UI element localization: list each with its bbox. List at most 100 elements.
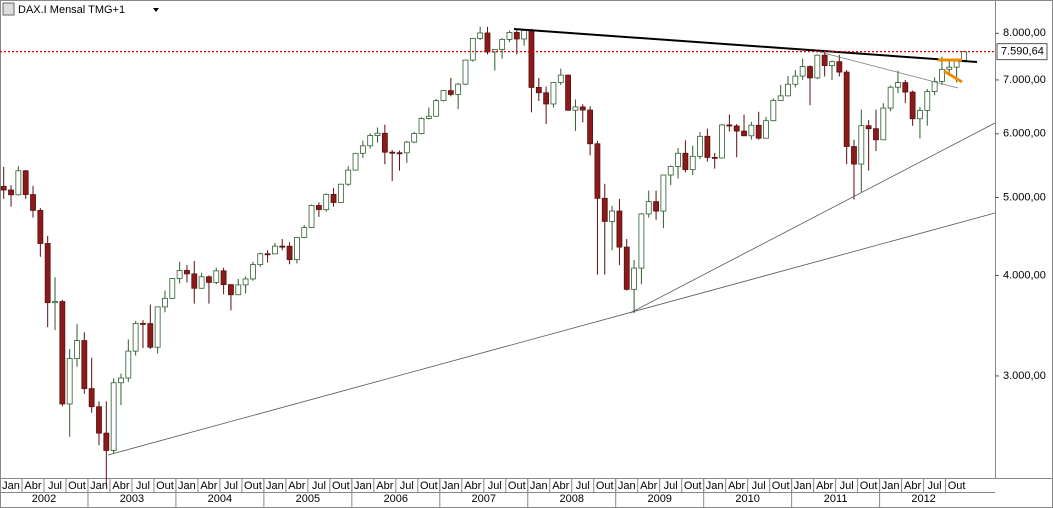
year-label: 2003 xyxy=(120,493,144,505)
candle-body xyxy=(477,32,484,39)
candle-body xyxy=(528,29,535,88)
x-tick-label: Jan xyxy=(706,480,724,492)
candle-body xyxy=(162,297,168,308)
candle-body xyxy=(623,246,630,290)
candle-body xyxy=(308,205,315,229)
x-tick-label: Jul xyxy=(224,480,238,492)
candle-body xyxy=(293,237,300,261)
candle-body xyxy=(799,66,806,77)
last-value-label: 7.590,64 xyxy=(1001,46,1044,58)
x-tick-label: Abr xyxy=(640,480,657,492)
x-tick-label: Abr xyxy=(552,480,569,492)
candle-body xyxy=(609,210,615,222)
title-dropdown[interactable] xyxy=(153,8,159,12)
candle-body xyxy=(484,32,491,53)
candle-body xyxy=(858,125,865,165)
candle-body xyxy=(132,322,139,352)
candle-body xyxy=(235,284,242,296)
candle-body xyxy=(704,135,711,158)
x-tick-label: Out xyxy=(508,480,526,492)
candle-body xyxy=(682,152,689,171)
x-tick-label: Out xyxy=(244,480,262,492)
candle-body xyxy=(286,245,293,261)
x-tick-label: Out xyxy=(684,480,702,492)
candle-body xyxy=(601,197,608,222)
x-tick-label: Out xyxy=(772,480,790,492)
candle-body xyxy=(777,95,784,101)
x-tick-label: Jan xyxy=(794,480,812,492)
x-tick-label: Jan xyxy=(2,480,20,492)
candle-body xyxy=(821,54,828,66)
candle-body xyxy=(491,49,498,53)
x-tick-label: Jul xyxy=(48,480,62,492)
last-value-box xyxy=(996,43,1048,61)
candle-body xyxy=(315,205,322,210)
candle-body xyxy=(66,358,73,405)
candle-body xyxy=(638,213,645,269)
candle-body xyxy=(631,267,637,290)
x-tick-label: Jul xyxy=(664,480,678,492)
candle-body xyxy=(462,59,469,85)
candle-body xyxy=(770,100,777,122)
trend-line xyxy=(107,212,996,456)
candle-body xyxy=(565,74,572,111)
candle-body xyxy=(425,115,432,119)
x-tick-label: Abr xyxy=(24,480,41,492)
candle-body xyxy=(118,377,124,384)
candle-body xyxy=(184,270,190,275)
candle-body xyxy=(726,124,733,127)
year-label: 2008 xyxy=(559,493,583,505)
candle-body xyxy=(667,166,674,176)
candle-body xyxy=(653,201,659,212)
candle-body xyxy=(961,51,967,61)
x-tick-label: Jan xyxy=(178,480,196,492)
candle-body xyxy=(213,270,220,283)
candle-body xyxy=(345,169,352,185)
x-tick-label: Abr xyxy=(904,480,921,492)
symbol-icon[interactable] xyxy=(2,2,15,16)
candle-body xyxy=(909,91,916,120)
candle-body xyxy=(403,141,410,154)
x-tick-label: Abr xyxy=(816,480,833,492)
candle-body xyxy=(418,118,425,134)
x-tick-label: Jan xyxy=(882,480,900,492)
x-tick-label: Out xyxy=(156,480,174,492)
x-tick-label: Out xyxy=(68,480,86,492)
candle-body xyxy=(74,340,80,359)
candle-body xyxy=(154,306,161,348)
candle-body xyxy=(147,323,154,348)
candle-body xyxy=(0,186,7,191)
candle-body xyxy=(52,301,58,304)
candle-body xyxy=(865,125,872,130)
x-tick-label: Abr xyxy=(728,480,745,492)
candle-body xyxy=(946,66,953,70)
candle-body xyxy=(814,54,821,79)
candle-body xyxy=(917,109,923,120)
candle-body xyxy=(880,107,887,141)
x-tick-label: Abr xyxy=(288,480,305,492)
chart-title[interactable]: DAX.I Mensal TMG+1 xyxy=(18,4,125,16)
candle-body xyxy=(455,83,462,95)
candle-body xyxy=(689,155,696,171)
candle-body xyxy=(352,152,359,171)
candle-body xyxy=(220,270,227,286)
candle-body xyxy=(272,245,278,255)
candle-body xyxy=(557,74,564,83)
year-label: 2011 xyxy=(824,493,848,505)
candle-body xyxy=(807,66,813,79)
x-tick-label: Jul xyxy=(928,480,942,492)
candle-body xyxy=(851,146,857,165)
candle-body xyxy=(44,243,51,304)
candle-body xyxy=(250,264,256,280)
x-tick-label: Jul xyxy=(400,480,414,492)
candle-body xyxy=(836,61,843,73)
candle-body xyxy=(301,227,308,238)
candle-body xyxy=(572,106,579,111)
candle-body xyxy=(513,32,520,40)
candle-body xyxy=(359,145,366,154)
candle-body xyxy=(594,143,601,199)
x-tick-label: Jan xyxy=(530,480,548,492)
flag-line xyxy=(943,69,963,84)
candle-body xyxy=(755,124,762,139)
